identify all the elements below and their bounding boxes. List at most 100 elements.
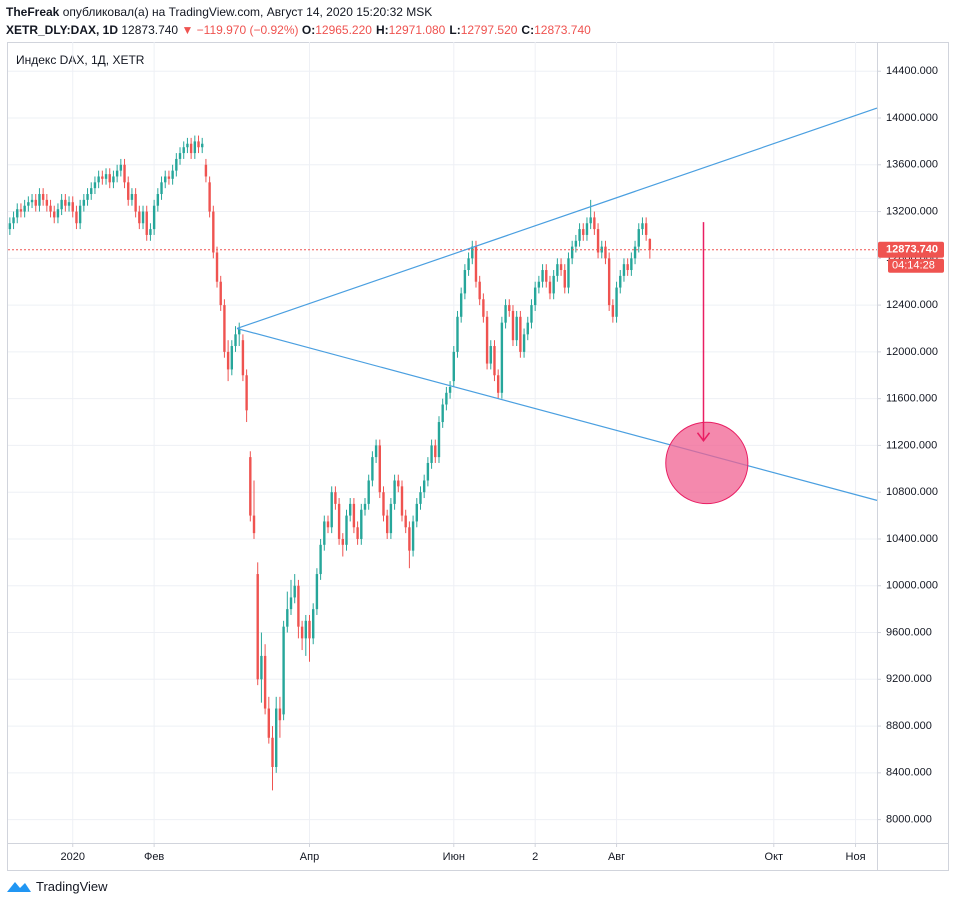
candle-body (604, 246, 607, 259)
candle-body (434, 445, 437, 458)
chart-title: Индекс DAX, 1Д, XETR (16, 53, 145, 67)
tradingview-logo (7, 882, 31, 892)
candle-body (156, 194, 160, 206)
candle-body (626, 264, 629, 271)
candle-body (530, 305, 533, 323)
trend-line (236, 107, 878, 330)
candle-body (141, 211, 145, 224)
candle-body (204, 164, 208, 177)
candle-body (515, 316, 518, 341)
candle-body (326, 521, 330, 528)
candle-body (574, 240, 578, 247)
candle-body (215, 252, 219, 282)
x-tick-label: Июн (443, 851, 465, 863)
candle-body (570, 246, 574, 259)
candle-body (415, 503, 418, 522)
candle-body (393, 480, 396, 504)
candle-body (127, 182, 130, 200)
countdown: 04:14:28 (892, 260, 935, 272)
candle-body (226, 351, 230, 370)
candle-body (27, 202, 30, 206)
candle-body (504, 305, 507, 323)
candle-body (245, 375, 248, 411)
legend-value: 12873.740 (534, 23, 591, 37)
symbol: XETR_DLY:DAX, 1D (6, 23, 119, 37)
candle-body (426, 462, 430, 481)
legend-value: 12971.080 (388, 23, 446, 37)
y-tick-label: 9200.000 (886, 673, 932, 685)
y-tick-label: 12400.000 (886, 299, 938, 311)
candle-body (123, 164, 126, 183)
candle-body (463, 270, 467, 294)
candle-body (496, 375, 500, 393)
candle-body (223, 305, 226, 352)
candle-body (45, 199, 49, 206)
target-ellipse (665, 421, 749, 505)
candle-body (197, 141, 200, 148)
candle-body (330, 492, 333, 528)
candle-body (152, 205, 156, 230)
candle-body (271, 737, 274, 767)
candle-body (308, 620, 311, 639)
candle-body (252, 515, 256, 534)
candle-body (633, 246, 637, 259)
candle-body (456, 316, 459, 352)
candle-body (485, 316, 489, 364)
candle-body (38, 194, 41, 206)
candle-body (234, 334, 237, 347)
candle-body (282, 626, 285, 715)
candle-body (489, 346, 492, 364)
candle-body (559, 264, 563, 271)
candle-body (589, 217, 592, 224)
candle-body (445, 392, 448, 405)
ohlc-legend: O:12965.220 H:12971.080 L:12797.520 C:12873… (302, 23, 595, 37)
candle-body (67, 202, 71, 206)
candle-body (145, 211, 148, 235)
candle-body (286, 609, 289, 627)
candle-body (352, 503, 356, 528)
candle-body (319, 544, 322, 575)
candle-body (382, 492, 385, 516)
candle-body (90, 188, 93, 195)
candle-body (208, 182, 211, 212)
legend-key: C: (521, 23, 535, 37)
legend-key: O: (301, 23, 316, 37)
candle-body (582, 229, 585, 235)
y-tick-label: 8400.000 (886, 767, 932, 779)
candle-body (374, 445, 378, 458)
candle-body (178, 153, 182, 159)
grid (8, 42, 877, 843)
chart: Индекс DAX, 1Д, XETR 8000.000 8400.000 880… (7, 42, 949, 871)
candle-body (149, 229, 152, 235)
candle-body (367, 480, 370, 504)
candle-body (108, 174, 111, 183)
candle-body (260, 655, 263, 680)
candle-body (522, 334, 526, 352)
candle-body (12, 217, 15, 224)
candle-body (563, 270, 566, 288)
candle-body (622, 264, 626, 276)
candle-body (630, 258, 633, 271)
candle-body (400, 486, 404, 516)
candle-body (385, 515, 389, 534)
candle-body (585, 223, 589, 235)
y-tick-label: 11200.000 (886, 439, 937, 451)
legend-key: L: (449, 23, 461, 37)
candle-body (93, 182, 97, 189)
candle-body (389, 503, 393, 534)
candle-body (482, 299, 485, 317)
candle-body (263, 655, 267, 709)
candle-body (112, 176, 115, 183)
candle-body (508, 305, 511, 311)
candle-body (337, 503, 341, 539)
candle-body (637, 229, 640, 247)
candle-body (467, 258, 470, 271)
header: TheFreak опубликовал(а) на TradingView.c… (6, 3, 595, 39)
candle-body (34, 199, 37, 206)
candle-body (212, 211, 215, 253)
y-tick-label: 10400.000 (886, 533, 938, 545)
candle-body (545, 270, 548, 282)
candle-body (64, 199, 67, 206)
candle-body (8, 223, 12, 230)
candle-body (219, 281, 222, 306)
